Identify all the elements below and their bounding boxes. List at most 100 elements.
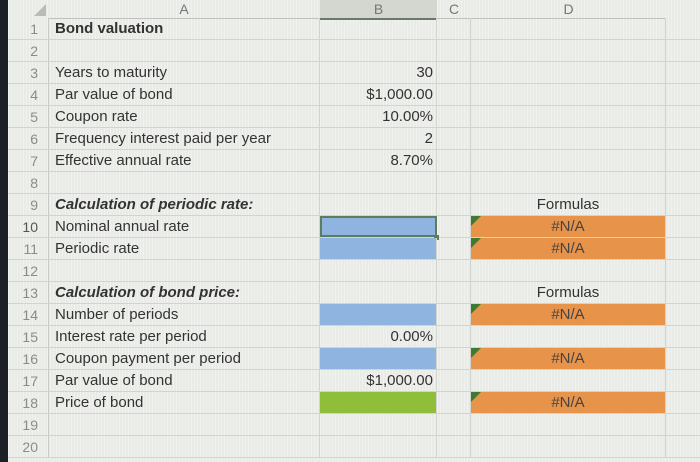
column-header-d[interactable]: D xyxy=(471,0,666,19)
row-header[interactable]: 4 xyxy=(30,87,38,103)
row-header[interactable]: 10 xyxy=(22,219,38,235)
cell-c10[interactable] xyxy=(437,216,471,237)
cell-c13[interactable] xyxy=(437,282,471,303)
cell-b10[interactable] xyxy=(320,216,439,240)
cell-c5[interactable] xyxy=(437,106,471,127)
cell-d13[interactable]: Formulas xyxy=(471,282,666,303)
cell-c12[interactable] xyxy=(437,260,471,281)
cell-b17[interactable]: $1,000.00 xyxy=(320,370,437,391)
column-header-b[interactable]: B xyxy=(320,0,437,20)
cell-e8[interactable] xyxy=(666,172,700,193)
cell-a4[interactable]: Par value of bond xyxy=(48,84,320,105)
cell-e17[interactable] xyxy=(666,370,700,391)
cell-e16[interactable] xyxy=(666,348,700,369)
cell-d19[interactable] xyxy=(471,414,666,435)
cell-c7[interactable] xyxy=(437,150,471,171)
error-indicator-icon[interactable] xyxy=(471,392,481,402)
cell-b5[interactable]: 10.00% xyxy=(320,106,437,127)
cell-e7[interactable] xyxy=(666,150,700,171)
cell-a5[interactable]: Coupon rate xyxy=(48,106,320,127)
cell-a20[interactable] xyxy=(48,436,320,457)
row-header[interactable]: 19 xyxy=(22,417,38,433)
cell-d18[interactable]: #N/A xyxy=(471,392,666,413)
cell-a6[interactable]: Frequency interest paid per year xyxy=(48,128,320,149)
fill-handle[interactable] xyxy=(434,235,439,240)
cell-d9[interactable]: Formulas xyxy=(471,194,666,215)
cell-b1[interactable] xyxy=(320,18,437,39)
cell-a17[interactable]: Par value of bond xyxy=(48,370,320,391)
row-header[interactable]: 13 xyxy=(22,285,38,301)
error-indicator-icon[interactable] xyxy=(471,348,481,358)
cell-b16[interactable] xyxy=(320,348,437,369)
cell-c3[interactable] xyxy=(437,62,471,83)
cell-c18[interactable] xyxy=(437,392,471,413)
row-header[interactable]: 7 xyxy=(30,153,38,169)
column-header-a[interactable]: A xyxy=(48,0,320,19)
cell-e15[interactable] xyxy=(666,326,700,347)
cell-b19[interactable] xyxy=(320,414,437,435)
cell-d3[interactable] xyxy=(471,62,666,83)
cell-b13[interactable] xyxy=(320,282,437,303)
cell-d12[interactable] xyxy=(471,260,666,281)
cell-d5[interactable] xyxy=(471,106,666,127)
row-header[interactable]: 5 xyxy=(30,109,38,125)
cell-e20[interactable] xyxy=(666,436,700,457)
cell-b3[interactable]: 30 xyxy=(320,62,437,83)
cell-b2[interactable] xyxy=(320,40,437,61)
row-header[interactable]: 14 xyxy=(22,307,38,323)
cell-d8[interactable] xyxy=(471,172,666,193)
cell-a9[interactable]: Calculation of periodic rate: xyxy=(48,194,320,215)
cell-a16[interactable]: Coupon payment per period xyxy=(48,348,320,369)
cell-a11[interactable]: Periodic rate xyxy=(48,238,320,259)
row-header[interactable]: 6 xyxy=(30,131,38,147)
cell-e11[interactable] xyxy=(666,238,700,259)
cell-e4[interactable] xyxy=(666,84,700,105)
cell-d20[interactable] xyxy=(471,436,666,457)
cell-b18[interactable] xyxy=(320,392,437,413)
cell-b12[interactable] xyxy=(320,260,437,281)
cell-c16[interactable] xyxy=(437,348,471,369)
error-indicator-icon[interactable] xyxy=(471,216,481,226)
cell-d15[interactable] xyxy=(471,326,666,347)
row-header[interactable]: 20 xyxy=(22,439,38,455)
cell-c9[interactable] xyxy=(437,194,471,215)
cell-c11[interactable] xyxy=(437,238,471,259)
cell-b6[interactable]: 2 xyxy=(320,128,437,149)
row-header[interactable]: 9 xyxy=(30,197,38,213)
cell-c15[interactable] xyxy=(437,326,471,347)
cell-e2[interactable] xyxy=(666,40,700,61)
error-indicator-icon[interactable] xyxy=(471,238,481,248)
cell-c19[interactable] xyxy=(437,414,471,435)
cell-e13[interactable] xyxy=(666,282,700,303)
cell-c17[interactable] xyxy=(437,370,471,391)
cell-d17[interactable] xyxy=(471,370,666,391)
cell-c6[interactable] xyxy=(437,128,471,149)
cell-b7[interactable]: 8.70% xyxy=(320,150,437,171)
cell-d16[interactable]: #N/A xyxy=(471,348,666,369)
cell-e19[interactable] xyxy=(666,414,700,435)
cell-e9[interactable] xyxy=(666,194,700,215)
cell-c2[interactable] xyxy=(437,40,471,61)
cell-d14[interactable]: #N/A xyxy=(471,304,666,325)
cell-e12[interactable] xyxy=(666,260,700,281)
cell-d10[interactable]: #N/A xyxy=(471,216,666,237)
cell-b15[interactable]: 0.00% xyxy=(320,326,437,347)
cell-a14[interactable]: Number of periods xyxy=(48,304,320,325)
cell-e14[interactable] xyxy=(666,304,700,325)
cell-b4[interactable]: $1,000.00 xyxy=(320,84,437,105)
cell-b11[interactable] xyxy=(320,238,437,259)
cell-a8[interactable] xyxy=(48,172,320,193)
cell-b9[interactable] xyxy=(320,194,437,215)
row-header[interactable]: 17 xyxy=(22,373,38,389)
cell-a10[interactable]: Nominal annual rate xyxy=(48,216,320,237)
row-header[interactable]: 16 xyxy=(22,351,38,367)
cell-d1[interactable] xyxy=(471,18,666,39)
cell-b20[interactable] xyxy=(320,436,437,457)
row-header[interactable]: 18 xyxy=(22,395,38,411)
cell-a1[interactable]: Bond valuation xyxy=(48,18,320,39)
row-header[interactable]: 3 xyxy=(30,65,38,81)
cell-a3[interactable]: Years to maturity xyxy=(48,62,320,83)
cell-d4[interactable] xyxy=(471,84,666,105)
cell-a2[interactable] xyxy=(48,40,320,61)
row-header[interactable]: 2 xyxy=(30,43,38,59)
